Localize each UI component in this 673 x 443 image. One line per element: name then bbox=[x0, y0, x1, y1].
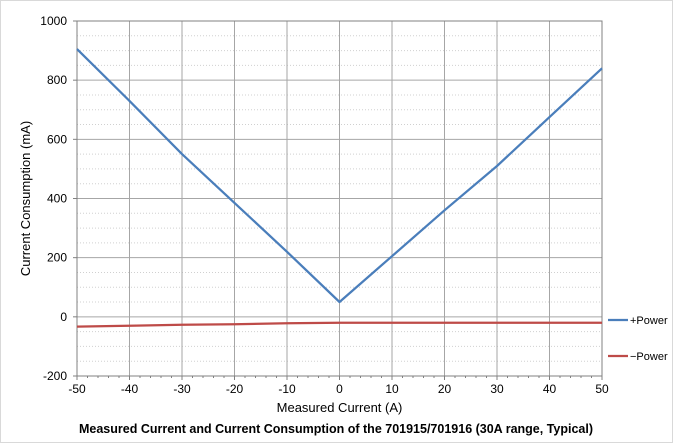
series-line-plus-power bbox=[76, 48, 603, 304]
y-tick-label: 400 bbox=[47, 192, 67, 206]
legend: +Power −Power bbox=[608, 315, 668, 363]
axis-ticks bbox=[73, 20, 603, 380]
x-tick-label: 0 bbox=[336, 382, 343, 396]
y-tick-label: -200 bbox=[43, 369, 67, 383]
x-tick-labels: -50 -40 -30 -20 -10 0 10 20 30 40 50 bbox=[68, 382, 609, 396]
major-gridlines bbox=[77, 21, 602, 376]
y-axis-title: Current Consumption (mA) bbox=[18, 121, 33, 276]
y-tick-labels: -200 0 200 400 600 800 1000 bbox=[40, 14, 67, 383]
x-axis-title: Measured Current (A) bbox=[277, 400, 403, 415]
x-tick-label: -50 bbox=[68, 382, 86, 396]
minor-gridlines bbox=[77, 35, 602, 362]
x-tick-label: 50 bbox=[595, 382, 609, 396]
y-tick-label: 0 bbox=[60, 310, 67, 324]
y-tick-label: 1000 bbox=[40, 14, 67, 28]
series-layer bbox=[76, 48, 603, 328]
x-tick-label: 40 bbox=[543, 382, 557, 396]
y-tick-label: 600 bbox=[47, 132, 67, 146]
y-tick-label: 800 bbox=[47, 73, 67, 87]
series-line-minus-power bbox=[76, 321, 602, 328]
x-tick-label: -10 bbox=[278, 382, 296, 396]
legend-label: −Power bbox=[630, 351, 668, 363]
y-tick-label: 200 bbox=[47, 251, 67, 265]
chart-title: Measured Current and Current Consumption… bbox=[79, 422, 593, 436]
x-tick-label: 10 bbox=[385, 382, 399, 396]
x-tick-label: -20 bbox=[226, 382, 244, 396]
x-tick-label: 30 bbox=[490, 382, 504, 396]
legend-label: +Power bbox=[630, 315, 668, 327]
x-tick-label: -40 bbox=[121, 382, 139, 396]
x-tick-label: 20 bbox=[438, 382, 452, 396]
x-tick-label: -30 bbox=[173, 382, 191, 396]
